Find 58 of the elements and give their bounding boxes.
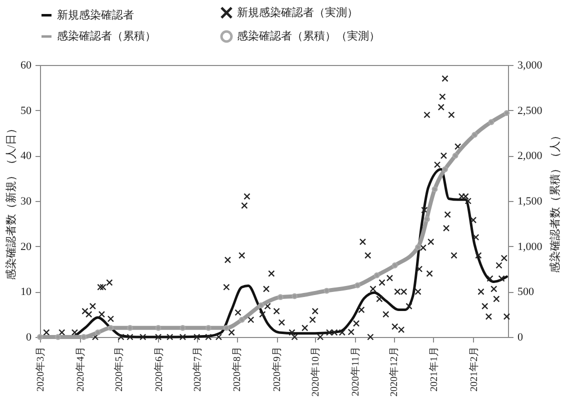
y2-tick-label: 1,500 bbox=[518, 196, 543, 208]
x-tick-label: 2020年10月 bbox=[310, 346, 322, 396]
x-tick-label: 2020年7月 bbox=[191, 346, 204, 392]
point bbox=[324, 288, 330, 294]
x-tick-label: 2020年5月 bbox=[112, 346, 125, 392]
point bbox=[392, 262, 398, 268]
y2-tick-label: 2,000 bbox=[518, 150, 543, 162]
point bbox=[277, 294, 284, 300]
x-tick-label: 2020年12月 bbox=[388, 346, 400, 396]
y-tick-label: 60 bbox=[20, 60, 32, 72]
x-tick-label: 2020年3月 bbox=[34, 346, 46, 392]
x-tick-label: 2020年8月 bbox=[231, 346, 244, 392]
y2-axis-title: 感染確認者数（累積）（人） bbox=[548, 130, 562, 273]
y-tick-label: 50 bbox=[20, 104, 32, 117]
y2-tick-label: 1,000 bbox=[518, 240, 543, 253]
y-tick-label: 30 bbox=[20, 196, 32, 208]
point bbox=[155, 324, 162, 331]
y-tick-label: 10 bbox=[20, 286, 32, 298]
x-tick-label: 2021年1月 bbox=[428, 346, 440, 392]
x-tick-label: 2020年11月 bbox=[350, 346, 362, 396]
legend-label: 感染確認者（累積） bbox=[57, 30, 156, 42]
point bbox=[442, 166, 448, 172]
y2-tick-label: 500 bbox=[518, 286, 534, 298]
point bbox=[37, 334, 43, 340]
y-tick-label: 0 bbox=[26, 332, 32, 344]
point bbox=[472, 132, 478, 138]
legend-label: 新規感染確認者 bbox=[57, 8, 134, 22]
point bbox=[258, 302, 264, 308]
point bbox=[94, 330, 101, 336]
point bbox=[108, 324, 114, 331]
legend-label: 感染確認者（累積）（実測） bbox=[237, 30, 380, 42]
point bbox=[415, 244, 421, 250]
point bbox=[205, 324, 212, 331]
point bbox=[292, 293, 298, 300]
point bbox=[55, 334, 61, 340]
point bbox=[180, 324, 186, 331]
y2-tick-label: 2,500 bbox=[518, 104, 543, 117]
y-axis-title: 感染確認者数（新規）（人/日） bbox=[4, 122, 18, 280]
point bbox=[374, 272, 380, 278]
x-tick-label: 2020年9月 bbox=[271, 346, 284, 392]
y2-tick-label: 0 bbox=[518, 332, 524, 344]
y-tick-label: 20 bbox=[20, 240, 32, 253]
legend-label: 新規感染確認者（実測） bbox=[237, 6, 358, 19]
x-tick-label: 2021年2月 bbox=[468, 346, 480, 392]
point bbox=[127, 324, 133, 331]
point bbox=[504, 110, 510, 116]
x-tick-label: 2020年4月 bbox=[74, 346, 86, 392]
point bbox=[80, 334, 87, 340]
point bbox=[432, 186, 438, 192]
point bbox=[238, 316, 245, 323]
y-tick-label: 40 bbox=[20, 150, 32, 162]
x-tick-label: 2020年6月 bbox=[152, 346, 165, 392]
point bbox=[223, 324, 230, 331]
y2-tick-label: 3,000 bbox=[518, 60, 543, 72]
point bbox=[488, 119, 494, 126]
point bbox=[354, 282, 361, 288]
point bbox=[452, 152, 458, 159]
point bbox=[424, 216, 430, 222]
